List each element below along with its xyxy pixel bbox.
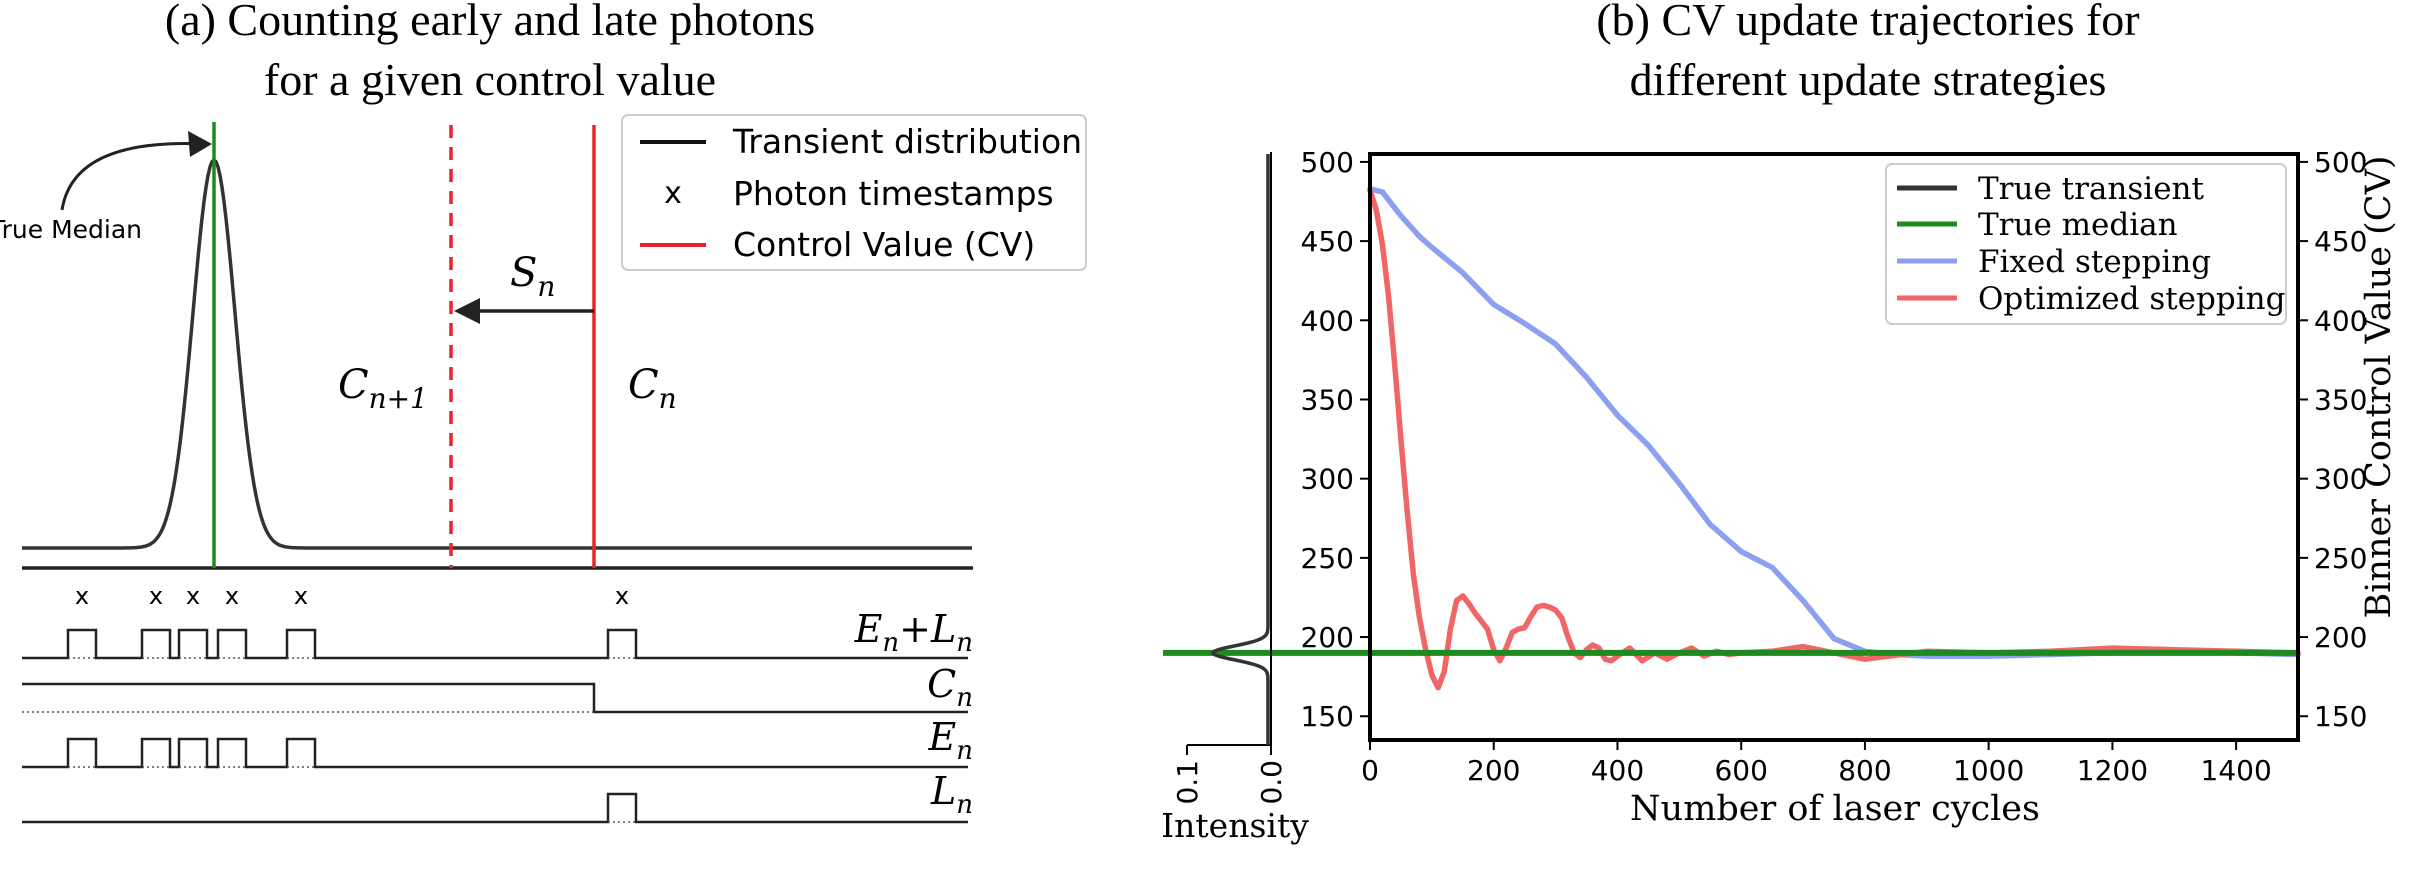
legend-true-transient-label: True transient <box>1978 171 2205 207</box>
cv-next-label: Cn+1 <box>338 362 428 415</box>
y-tick-label-right: 400 <box>2314 304 2367 337</box>
intensity-tick-label: 0.0 <box>1255 760 1288 805</box>
x-tick-label: 1400 <box>2201 754 2272 787</box>
timing-traces <box>22 628 968 824</box>
x-tick-label: 600 <box>1714 754 1767 787</box>
cv-current-label: Cn <box>628 362 677 415</box>
plot-frame <box>1368 152 2300 742</box>
y-tick-label-right: 500 <box>2314 146 2367 179</box>
x-tick-label: 1000 <box>1953 754 2024 787</box>
y-tick-label-left: 400 <box>1301 304 1354 337</box>
true-median-arrowhead <box>188 131 212 157</box>
signal-label-ln: Ln <box>930 769 973 820</box>
panel-a-legend: Transient distribution x Photon timestam… <box>621 114 1087 271</box>
signal-label-cn: Cn <box>927 662 973 713</box>
y-tick-label-left: 150 <box>1301 700 1354 733</box>
intensity-tick-label: 0.1 <box>1171 760 1204 805</box>
x-tick-label: 0 <box>1361 754 1379 787</box>
true-transient-profile <box>1211 154 1270 745</box>
step-arrow-head <box>454 298 480 324</box>
panel-a-legend-box <box>621 114 1087 271</box>
step-label: Sn <box>510 250 555 303</box>
trace-en <box>22 737 968 769</box>
legend-photon-swatch: x <box>664 176 682 211</box>
panel-b-legend: True transient True median Fixed steppin… <box>1885 163 2287 325</box>
y-tick-label-right: 250 <box>2314 542 2367 575</box>
signal-label-en-plus-ln: En+Ln <box>854 607 973 658</box>
x-tick-label: 800 <box>1838 754 1891 787</box>
panel-b-legend-box <box>1885 163 2287 325</box>
legend-transient-label: Transient distribution <box>732 122 1082 161</box>
trace-ln <box>22 792 968 824</box>
y-tick-label-right: 450 <box>2314 225 2367 258</box>
panel-b-title-line1: (b) CV update trajectories for <box>1596 0 2139 45</box>
y-tick-label-left: 250 <box>1301 542 1354 575</box>
intensity-axis-label: Intensity <box>1161 806 1309 845</box>
transient-curve <box>22 157 972 550</box>
trace-en-plus-ln <box>22 628 968 660</box>
panel-b-chart: (b) CV update trajectories for different… <box>1161 0 2399 845</box>
y-axis-label-right: Binner Control Value (CV) <box>2359 155 2399 618</box>
y-tick-label-right: 300 <box>2314 463 2367 496</box>
y-tick-label-right: 200 <box>2314 621 2367 654</box>
y-tick-label-left: 350 <box>1301 383 1354 416</box>
cv-trajectory-plot: 150 150 200 200 250 250 300 300 350 350 400 400 450 4… <box>1163 146 2367 805</box>
y-tick-label-left: 300 <box>1301 463 1354 496</box>
legend-fixed-label: Fixed stepping <box>1978 244 2211 280</box>
photon-marker: x <box>149 582 163 610</box>
photon-marker: x <box>75 582 89 610</box>
photon-marker: x <box>225 582 239 610</box>
photon-marker: x <box>294 582 308 610</box>
panel-a-title-line2: for a given control value <box>264 54 716 105</box>
photon-marker: x <box>186 582 200 610</box>
trace-cn <box>22 682 968 714</box>
x-tick-label: 400 <box>1591 754 1644 787</box>
legend-photon-label: Photon timestamps <box>733 174 1054 213</box>
x-tick-label: 200 <box>1467 754 1520 787</box>
y-tick-label-right: 150 <box>2314 700 2367 733</box>
y-tick-label-left: 200 <box>1301 621 1354 654</box>
true-median-annotation: True Median <box>0 215 142 244</box>
legend-cv-label: Control Value (CV) <box>733 225 1035 264</box>
y-tick-label-left: 450 <box>1301 225 1354 258</box>
panel-a-diagram: (a) Counting early and late photons for … <box>0 0 1087 824</box>
panel-a-title-line1: (a) Counting early and late photons <box>165 0 815 45</box>
x-axis-label: Number of laser cycles <box>1630 789 2040 829</box>
true-median-curved-arrow <box>60 142 207 211</box>
y-tick-label-right: 350 <box>2314 383 2367 416</box>
panel-b-title-line2: different update strategies <box>1630 54 2107 105</box>
legend-true-median-label: True median <box>1978 207 2178 243</box>
photon-marker: x <box>615 582 629 610</box>
legend-optimized-label: Optimized stepping <box>1978 281 2285 317</box>
x-tick-label: 1200 <box>2077 754 2148 787</box>
y-tick-label-left: 500 <box>1301 146 1354 179</box>
signal-label-en: En <box>928 715 974 766</box>
